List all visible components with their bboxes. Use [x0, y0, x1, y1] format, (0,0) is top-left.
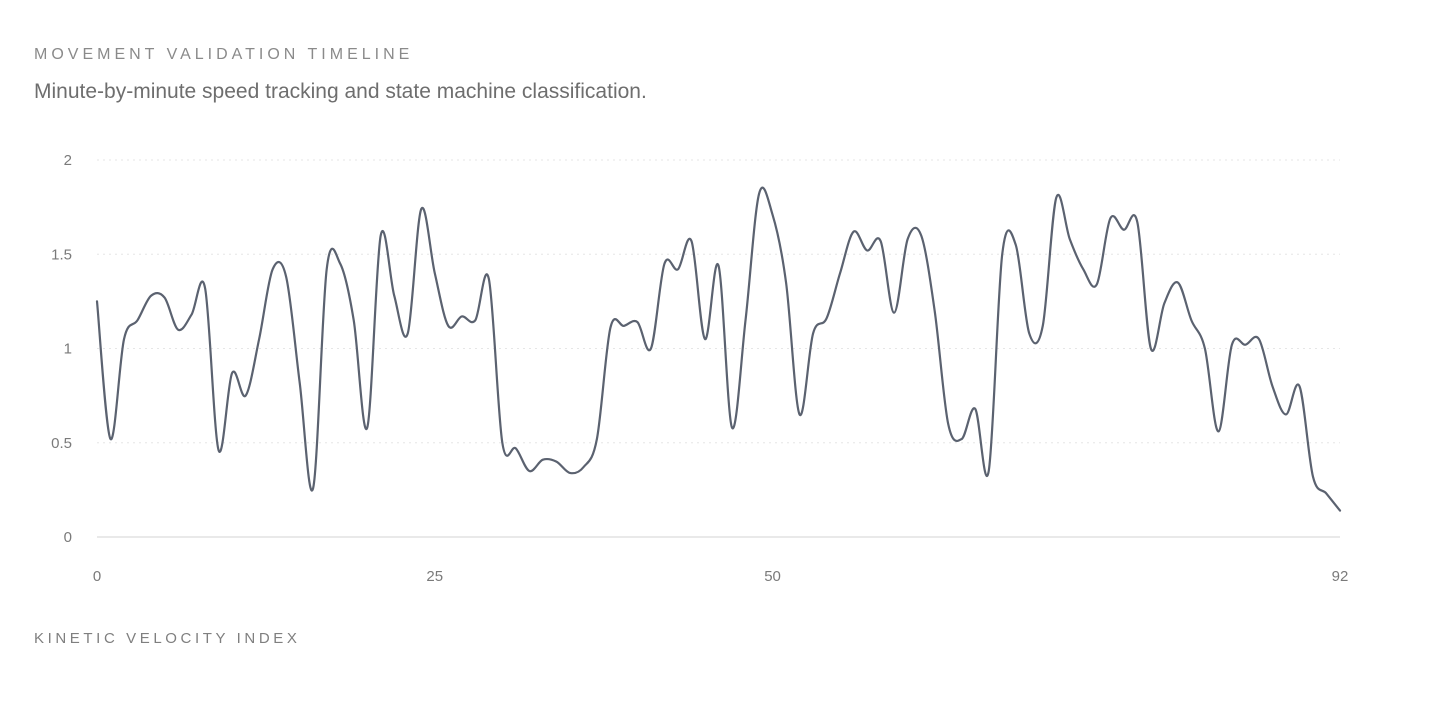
series-line: [95, 186, 1342, 512]
x-tick-label: 92: [1332, 568, 1349, 585]
y-tick-label: 0.5: [51, 435, 72, 452]
series-layer: [95, 186, 1342, 512]
chart-subtitle: Minute-by-minute speed tracking and stat…: [34, 80, 647, 103]
y-tick-label: 2: [64, 152, 72, 169]
chart-header: MOVEMENT VALIDATION TIMELINE Minute-by-m…: [34, 46, 647, 104]
chart-title: MOVEMENT VALIDATION TIMELINE: [34, 46, 414, 63]
y-tick-label: 1.5: [51, 246, 72, 263]
axis-layer: 0 0.5 1 1.5 2 0 25 50 92: [51, 152, 1348, 585]
x-tick-label: 25: [426, 568, 443, 585]
grid-layer: [97, 159, 1340, 444]
axis-caption: KINETIC VELOCITY INDEX: [34, 630, 301, 647]
y-tick-label: 0: [64, 529, 72, 546]
x-tick-label: 50: [764, 568, 781, 585]
y-tick-label: 1: [64, 341, 72, 358]
x-tick-label: 0: [93, 568, 101, 585]
